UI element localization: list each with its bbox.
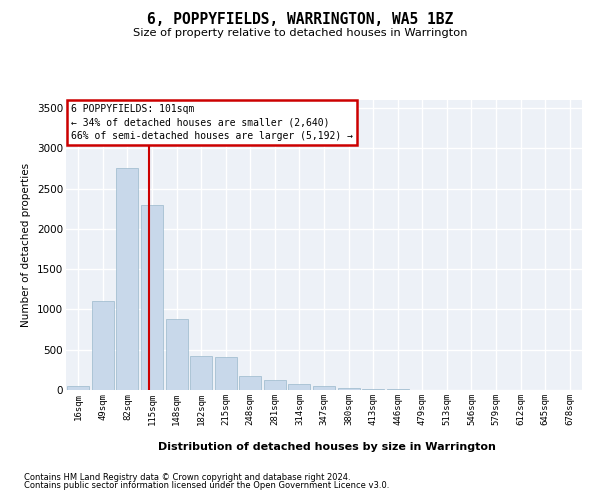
Bar (313, 386, 335, 390)
Bar (362, 388, 384, 390)
Bar (289, 384, 310, 390)
Text: 6, POPPYFIELDS, WARRINGTON, WA5 1BZ: 6, POPPYFIELDS, WARRINGTON, WA5 1BZ (147, 12, 453, 28)
Bar (141, 204, 163, 390)
Text: Contains HM Land Registry data © Crown copyright and database right 2024.: Contains HM Land Registry data © Crown c… (24, 472, 350, 482)
Bar (239, 376, 262, 390)
Bar (116, 168, 139, 390)
Y-axis label: Number of detached properties: Number of detached properties (22, 163, 31, 327)
Bar (264, 380, 286, 390)
Bar (215, 356, 237, 390)
Bar (92, 302, 114, 390)
Bar (338, 388, 359, 390)
Bar (166, 319, 188, 390)
Text: Size of property relative to detached houses in Warrington: Size of property relative to detached ho… (133, 28, 467, 38)
Text: Distribution of detached houses by size in Warrington: Distribution of detached houses by size … (158, 442, 496, 452)
Text: Contains public sector information licensed under the Open Government Licence v3: Contains public sector information licen… (24, 481, 389, 490)
Text: 6 POPPYFIELDS: 101sqm
← 34% of detached houses are smaller (2,640)
66% of semi-d: 6 POPPYFIELDS: 101sqm ← 34% of detached … (71, 104, 353, 141)
Bar (67, 386, 89, 390)
Bar (190, 356, 212, 390)
